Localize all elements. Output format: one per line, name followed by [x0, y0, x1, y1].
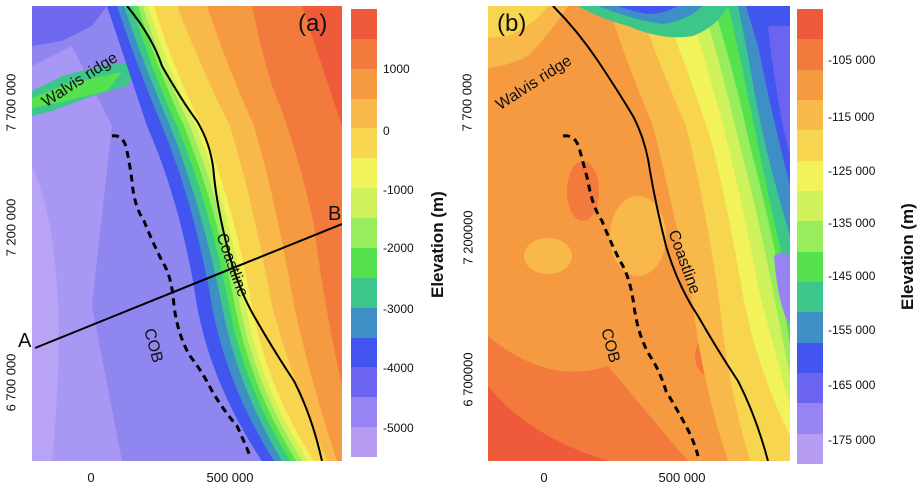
colorbar-a-segment [351, 9, 377, 40]
colorbar-a-segment [351, 247, 377, 279]
colorbar-b-label-7: -165 000 [828, 378, 876, 392]
colorbar-a-segment [351, 307, 377, 339]
colorbar-b-segment [797, 130, 823, 162]
colorbar-b-segment [797, 100, 823, 131]
colorbar-b-segment [797, 251, 823, 283]
colorbar-b-segment [797, 342, 823, 374]
colorbar-a-segment [351, 128, 377, 159]
x-tick-a-2: 500 000 [206, 470, 254, 485]
colorbar-a-label-7: -5000 [383, 421, 414, 435]
colorbar-a-segment [351, 337, 377, 368]
colorbar-b-segment [797, 160, 823, 192]
y-tick-a-1: 7 700 000 [3, 73, 19, 132]
colorbar-b-segment [797, 221, 823, 253]
x-tick-b-1: 0 [540, 470, 548, 485]
colorbar-b [797, 9, 823, 465]
label-point-b: B [328, 203, 342, 225]
colorbar-a-title: Elevation (m) [428, 191, 447, 298]
colorbar-a-segment [351, 68, 377, 100]
colorbar-b-segment [797, 39, 823, 71]
colorbar-b-label-3: -125 000 [828, 164, 876, 178]
colorbar-b-segment [797, 9, 823, 40]
colorbar-a-label-1: 1000 [383, 62, 410, 76]
y-tick-b-2: 7 200000 [460, 210, 476, 265]
panel-tag-b: (b) [497, 10, 527, 37]
colorbar-b-label-6: -155 000 [828, 323, 876, 337]
colorbar-b-segment [797, 312, 823, 344]
colorbar-b-segment [797, 403, 823, 435]
colorbar-a-segment [351, 188, 377, 219]
colorbar-a-label-3: -1000 [383, 183, 414, 197]
y-tick-b-1: 7 700 000 [459, 73, 475, 132]
colorbar-b-segment [797, 282, 823, 313]
y-tick-a-2: 7 200 000 [3, 198, 19, 257]
colorbar-b-segment [797, 191, 823, 222]
colorbar-b-label-1: -105 000 [828, 53, 876, 67]
colorbar-b-label-2: -115 000 [828, 110, 875, 124]
colorbar-b-label-5: -145 000 [828, 269, 876, 283]
colorbar-a-segment [351, 98, 377, 129]
y-tick-b-3: 6 700000 [460, 352, 476, 407]
colorbar-a-label-6: -4000 [383, 361, 414, 375]
y-tick-a-3: 6 700 000 [3, 353, 19, 412]
colorbar-a-segment [351, 427, 377, 458]
colorbar-a-label-2: 0 [383, 124, 390, 138]
colorbar-b-segment [797, 373, 823, 404]
x-tick-a-1: 0 [87, 470, 95, 485]
colorbar-b-label-4: -135 000 [828, 216, 876, 230]
colorbar-a-label-4: -2000 [383, 241, 414, 255]
colorbar-a-label-5: -3000 [383, 302, 414, 316]
colorbar-a-segment [351, 397, 377, 428]
colorbar-a-segment [351, 277, 377, 309]
colorbar-b-label-8: -175 000 [828, 433, 876, 447]
x-tick-b-2: 500 000 [658, 470, 706, 485]
label-point-a: A [18, 330, 32, 352]
colorbar-a-segment [351, 158, 377, 189]
elevation-map-b [488, 6, 790, 461]
panel-tag-a: (a) [298, 10, 328, 37]
colorbar-a-segment [351, 38, 377, 70]
colorbar-a [351, 9, 377, 458]
colorbar-a-segment [351, 367, 377, 398]
colorbar-b-segment [797, 433, 823, 465]
colorbar-a-segment [351, 218, 377, 249]
colorbar-b-title: Elevation (m) [898, 203, 917, 310]
colorbar-b-segment [797, 69, 823, 101]
elevation-map-a [32, 6, 342, 461]
